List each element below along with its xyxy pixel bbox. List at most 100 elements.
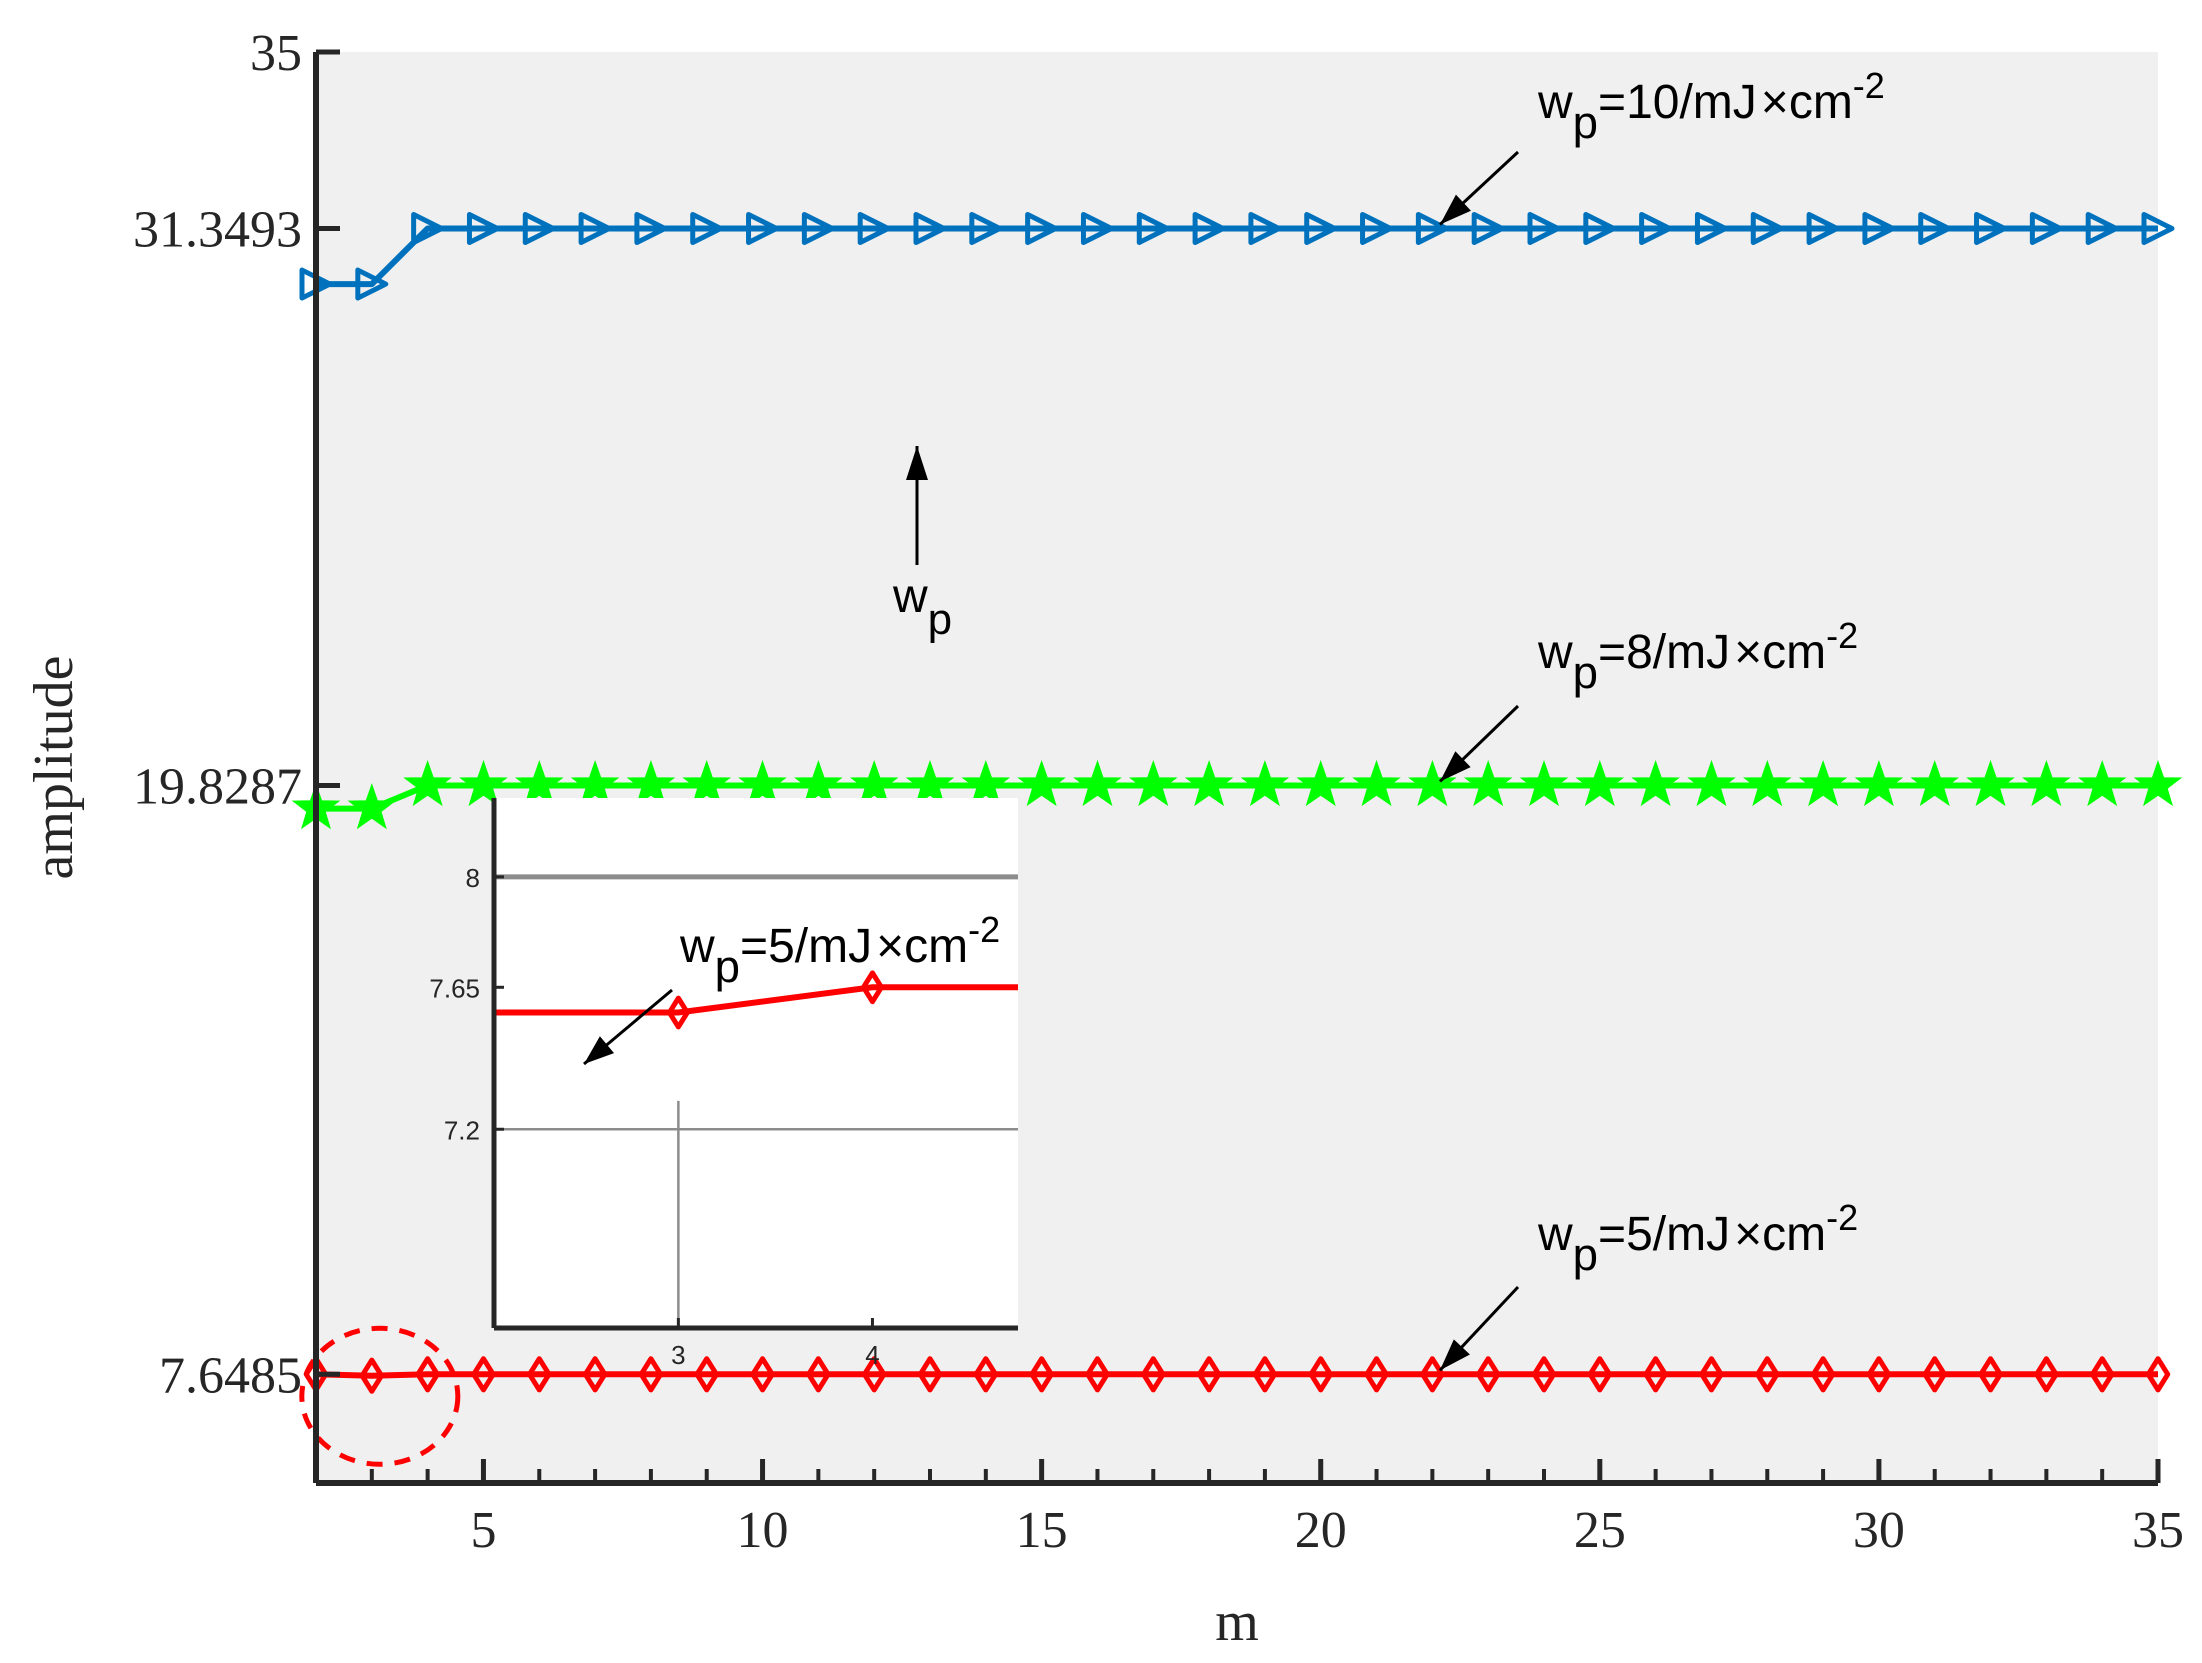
inset-chart: 7.2 7.65 8 3 4 bbox=[429, 798, 1018, 1370]
series-1-point bbox=[961, 759, 1011, 807]
series-0-point bbox=[522, 211, 556, 245]
x-axis-label: m bbox=[1215, 1591, 1259, 1653]
series-0-annotation: wp=10/mJ×cm-2 bbox=[1537, 65, 1885, 148]
series-1-annotation: wp=8/mJ×cm-2 bbox=[1537, 615, 1858, 698]
inset-annotation-unit: cm bbox=[904, 920, 968, 973]
series-1-point bbox=[626, 759, 676, 807]
y-tick-label: 35 bbox=[250, 25, 302, 82]
inset-x-tick-label: 3 bbox=[671, 1340, 685, 1370]
series-2-annotation: wp=5/mJ×cm-2 bbox=[1537, 1197, 1858, 1280]
y-tick-label: 19.8287 bbox=[133, 758, 302, 815]
series-2-point bbox=[1978, 1356, 2003, 1393]
y-tick-label: 7.6485 bbox=[159, 1347, 302, 1404]
series-1-point bbox=[347, 783, 397, 830]
series-2-point bbox=[694, 1356, 719, 1393]
inset-annotation-arrow-head bbox=[584, 1036, 615, 1064]
series-1-point bbox=[738, 759, 787, 807]
series-2-point bbox=[1196, 1356, 1222, 1393]
x-tick-label: 15 bbox=[1016, 1502, 1068, 1559]
series-1-point bbox=[1742, 759, 1792, 807]
series-1-point bbox=[1966, 759, 2015, 807]
series-1-point bbox=[1798, 759, 1848, 807]
inset-x-tick-label: 4 bbox=[865, 1340, 879, 1370]
series-0-annotation-arrow-head bbox=[1440, 194, 1471, 225]
series-0-point bbox=[801, 211, 835, 245]
series-1-point bbox=[1519, 759, 1569, 807]
inset-annotation-sub: p bbox=[715, 941, 740, 992]
series-2-point bbox=[582, 1356, 608, 1393]
inset-annotation-times: × bbox=[876, 920, 904, 973]
series-1-annotation-arrow bbox=[1438, 704, 1520, 783]
series-1-point bbox=[1073, 759, 1122, 807]
x-tick-label: 20 bbox=[1295, 1502, 1347, 1559]
series-0-point bbox=[1862, 211, 1896, 245]
series-2-point bbox=[2145, 1356, 2171, 1393]
series-0-point bbox=[1360, 211, 1394, 245]
trend-arrow bbox=[906, 446, 928, 565]
series-1-point bbox=[1240, 759, 1290, 807]
trend-arrow-label: wp bbox=[892, 570, 952, 644]
series-1-point bbox=[1463, 759, 1513, 807]
series-0-point bbox=[1639, 211, 1673, 245]
series-0-point bbox=[578, 211, 612, 245]
series-1-point bbox=[1184, 759, 1234, 807]
series-0-point bbox=[1583, 211, 1617, 245]
series-1-point bbox=[1854, 759, 1904, 807]
inset-y-tick-label: 8 bbox=[466, 863, 480, 893]
series-2-annotation-times: × bbox=[1734, 1208, 1762, 1261]
series-1-annotation-unit: cm bbox=[1762, 626, 1826, 679]
series-2-point bbox=[2089, 1356, 2115, 1393]
series-2-point bbox=[750, 1356, 775, 1393]
x-tick-label: 5 bbox=[470, 1502, 496, 1559]
series-0-point bbox=[857, 211, 891, 245]
series-0-annotation-sub: p bbox=[1573, 97, 1598, 148]
series-1-annotation-sup: -2 bbox=[1826, 615, 1858, 656]
series-1-point bbox=[682, 759, 732, 807]
inset-annotation-sup: -2 bbox=[968, 909, 1000, 950]
series-2-point bbox=[1252, 1356, 1278, 1393]
series-0-point bbox=[634, 211, 668, 245]
series-2-point bbox=[1141, 1356, 1166, 1393]
series-1 bbox=[291, 759, 2183, 830]
series-0-point bbox=[1806, 211, 1840, 245]
series-2-point bbox=[1531, 1356, 1557, 1393]
series-0-point bbox=[1025, 211, 1059, 245]
series-0-annotation-unit: cm bbox=[1789, 76, 1853, 129]
x-tick-label: 25 bbox=[1574, 1502, 1626, 1559]
series-1-point bbox=[1352, 759, 1401, 807]
series-1-annotation-times: × bbox=[1734, 626, 1762, 679]
series-0-annotation-times: × bbox=[1761, 76, 1789, 129]
series-1-point bbox=[1910, 759, 1960, 807]
series-1-point bbox=[1575, 759, 1625, 807]
series-0-point bbox=[355, 267, 389, 301]
series-0-point bbox=[1974, 211, 2008, 245]
series-0-point bbox=[1304, 211, 1338, 245]
series-1-point bbox=[905, 759, 955, 807]
series-0-point bbox=[1248, 211, 1282, 245]
series-2-point bbox=[806, 1356, 831, 1393]
series-1-annotation-sub: p bbox=[1573, 647, 1598, 698]
series-2-point bbox=[2034, 1356, 2059, 1393]
series-0-line bbox=[316, 225, 2158, 288]
series-2-point bbox=[1085, 1356, 1110, 1393]
series-2-line bbox=[315, 1371, 2158, 1379]
series-1-point bbox=[514, 759, 564, 807]
series-0-point bbox=[1918, 211, 1952, 245]
series-1-point bbox=[1017, 759, 1066, 807]
series-0-point bbox=[1471, 211, 1505, 245]
series-0-annotation-base: w bbox=[1537, 76, 1573, 129]
inset-y-tick-label: 7.65 bbox=[429, 973, 480, 1003]
series-2-point bbox=[861, 1356, 887, 1393]
series-0-point bbox=[466, 211, 500, 245]
series-0-annotation-arrow bbox=[1438, 150, 1520, 226]
inset-series-point bbox=[666, 995, 690, 1030]
series-1-point bbox=[1687, 759, 1736, 807]
series-2-point bbox=[1866, 1356, 1892, 1393]
series-0-point bbox=[1527, 211, 1561, 245]
series-1-annotation-base: w bbox=[1537, 626, 1573, 679]
series-0-point bbox=[969, 211, 1003, 245]
series-2-point bbox=[1810, 1356, 1836, 1393]
series-2-point bbox=[1922, 1356, 1947, 1393]
series-0-annotation-sup: -2 bbox=[1853, 65, 1885, 106]
